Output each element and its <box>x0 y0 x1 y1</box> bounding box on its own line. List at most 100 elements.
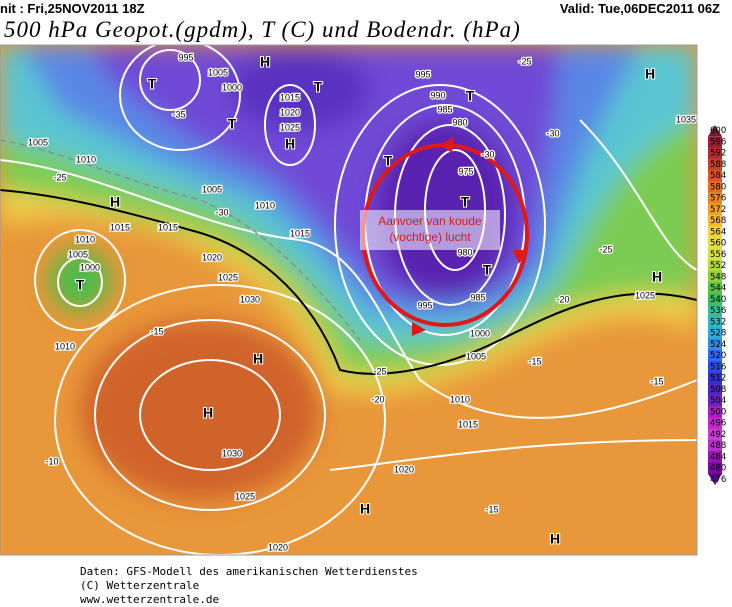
pressure-center: H <box>285 136 295 152</box>
colorbar-label: 592 <box>710 149 726 159</box>
pressure-center: T <box>228 116 237 132</box>
colorbar-segment <box>708 136 722 148</box>
annotation: Aanvoer van koude <box>378 214 482 228</box>
colorbar-label: 584 <box>710 171 726 181</box>
contour-label: 1020 <box>280 107 300 117</box>
contour-label: 1010 <box>450 394 470 404</box>
colorbar-label: 536 <box>710 306 726 316</box>
colorbar-segment <box>708 282 722 295</box>
isobars <box>0 45 697 555</box>
map-frame <box>0 44 698 556</box>
contour-label: 995 <box>417 300 432 310</box>
contour-label: -25 <box>373 366 386 376</box>
pressure-center: T <box>384 153 393 169</box>
contour-label: 980 <box>452 117 467 127</box>
colorbar-segment <box>708 350 722 362</box>
colorbar-label: 496 <box>710 419 726 429</box>
colorbar-label: 560 <box>710 239 726 249</box>
colorbar-segment <box>708 147 722 160</box>
pressure-center: H <box>652 269 662 285</box>
contour-label: 1010 <box>76 154 96 164</box>
colorbar-segment <box>708 451 722 463</box>
colorbar-cap <box>708 125 722 137</box>
contour-label: 1015 <box>458 419 478 429</box>
map-title: 500 hPa Geopot.(gpdm), T (C) und Bodendr… <box>4 17 521 42</box>
colorbar-label: 488 <box>710 441 726 451</box>
colorbar-label: 476 <box>710 475 726 485</box>
contour-label: -20 <box>556 294 569 304</box>
pressure-center: H <box>253 351 263 367</box>
footer-line: Daten: GFS-Modell des amerikanischen Wet… <box>80 565 418 578</box>
colorbar-label: 524 <box>710 340 726 350</box>
colorbar-label: 572 <box>710 205 726 215</box>
colorbar-label: 556 <box>710 250 726 260</box>
colorbar: 6005965925885845805765725685645605565525… <box>708 125 726 485</box>
contour-label: -10 <box>45 456 58 466</box>
colorbar-segment <box>708 181 722 193</box>
annotation: (vochtige) lucht <box>389 230 471 244</box>
contour-label: 1015 <box>158 222 178 232</box>
pressure-center: T <box>148 76 157 92</box>
init-time: nit : Fri,25NOV2011 18Z <box>0 1 145 16</box>
colorbar-segment <box>708 327 722 340</box>
pressure-center: T <box>483 262 492 278</box>
contour-label: 1025 <box>218 272 238 282</box>
colorbar-label: 540 <box>710 295 726 305</box>
colorbar-label: 600 <box>710 126 726 136</box>
contour-label: 1025 <box>280 122 300 132</box>
colorbar-segment <box>708 406 722 418</box>
contour-label: 985 <box>437 104 452 114</box>
map-area: T 995 1005 H 1000 1015 1020 1025 H T T 1005 1010 -25 H… <box>0 45 697 555</box>
contour-label: 1000 <box>80 262 100 272</box>
colorbar-label: 504 <box>710 396 726 406</box>
contour-label: 1010 <box>255 200 275 210</box>
colorbar-label: 564 <box>710 227 726 237</box>
pressure-center: H <box>550 531 560 547</box>
colorbar-segment <box>708 428 722 441</box>
contour-label: -25 <box>599 244 612 254</box>
colorbar-segment <box>708 158 722 171</box>
colorbar-label: 528 <box>710 329 726 339</box>
pressure-center: H <box>110 194 120 210</box>
footer-line: (C) Wetterzentrale <box>80 579 199 592</box>
colorbar-segment <box>708 316 722 328</box>
contour-label: 1005 <box>466 351 486 361</box>
contour-label: -25 <box>53 172 66 182</box>
pressure-center: T <box>466 88 475 104</box>
contour-label: 1010 <box>75 234 95 244</box>
colorbar-segment <box>708 293 722 306</box>
colorbar-segment <box>708 305 722 317</box>
colorbar-label: 576 <box>710 194 726 204</box>
colorbar-label: 512 <box>710 374 726 384</box>
contour-label: 980 <box>457 247 472 257</box>
contour-label: -35 <box>172 109 185 119</box>
colorbar-label: 492 <box>710 430 726 440</box>
colorbar-segment <box>708 226 722 238</box>
colorbar-segment <box>708 417 722 430</box>
contour-label: 1025 <box>635 290 655 300</box>
contour-label: 1020 <box>394 464 414 474</box>
colorbar-segment <box>708 383 722 396</box>
colorbar-label: 552 <box>710 261 726 271</box>
contour-label: 995 <box>415 69 430 79</box>
contour-label: -15 <box>485 504 498 514</box>
pressure-center: H <box>260 54 270 70</box>
colorbar-label: 500 <box>710 407 726 417</box>
contour-label: -15 <box>650 376 663 386</box>
pressure-center: H <box>360 501 370 517</box>
colorbar-segment <box>708 260 722 272</box>
contour-label: 990 <box>430 90 445 100</box>
valid-time: Valid: Tue,06DEC2011 06Z <box>560 1 720 16</box>
colorbar-label: 548 <box>710 272 726 282</box>
colorbar-label: 568 <box>710 216 726 226</box>
colorbar-segment <box>708 440 722 452</box>
contour-label: 1030 <box>240 294 260 304</box>
colorbar-label: 588 <box>710 160 726 170</box>
colorbar-label: 480 <box>710 464 726 474</box>
contour-label: 1000 <box>470 328 490 338</box>
colorbar-label: 532 <box>710 317 726 327</box>
contour-label: -25 <box>518 56 531 66</box>
colorbar-segment <box>708 372 722 385</box>
colorbar-segment <box>708 361 722 373</box>
colorbar-segment <box>708 395 722 407</box>
